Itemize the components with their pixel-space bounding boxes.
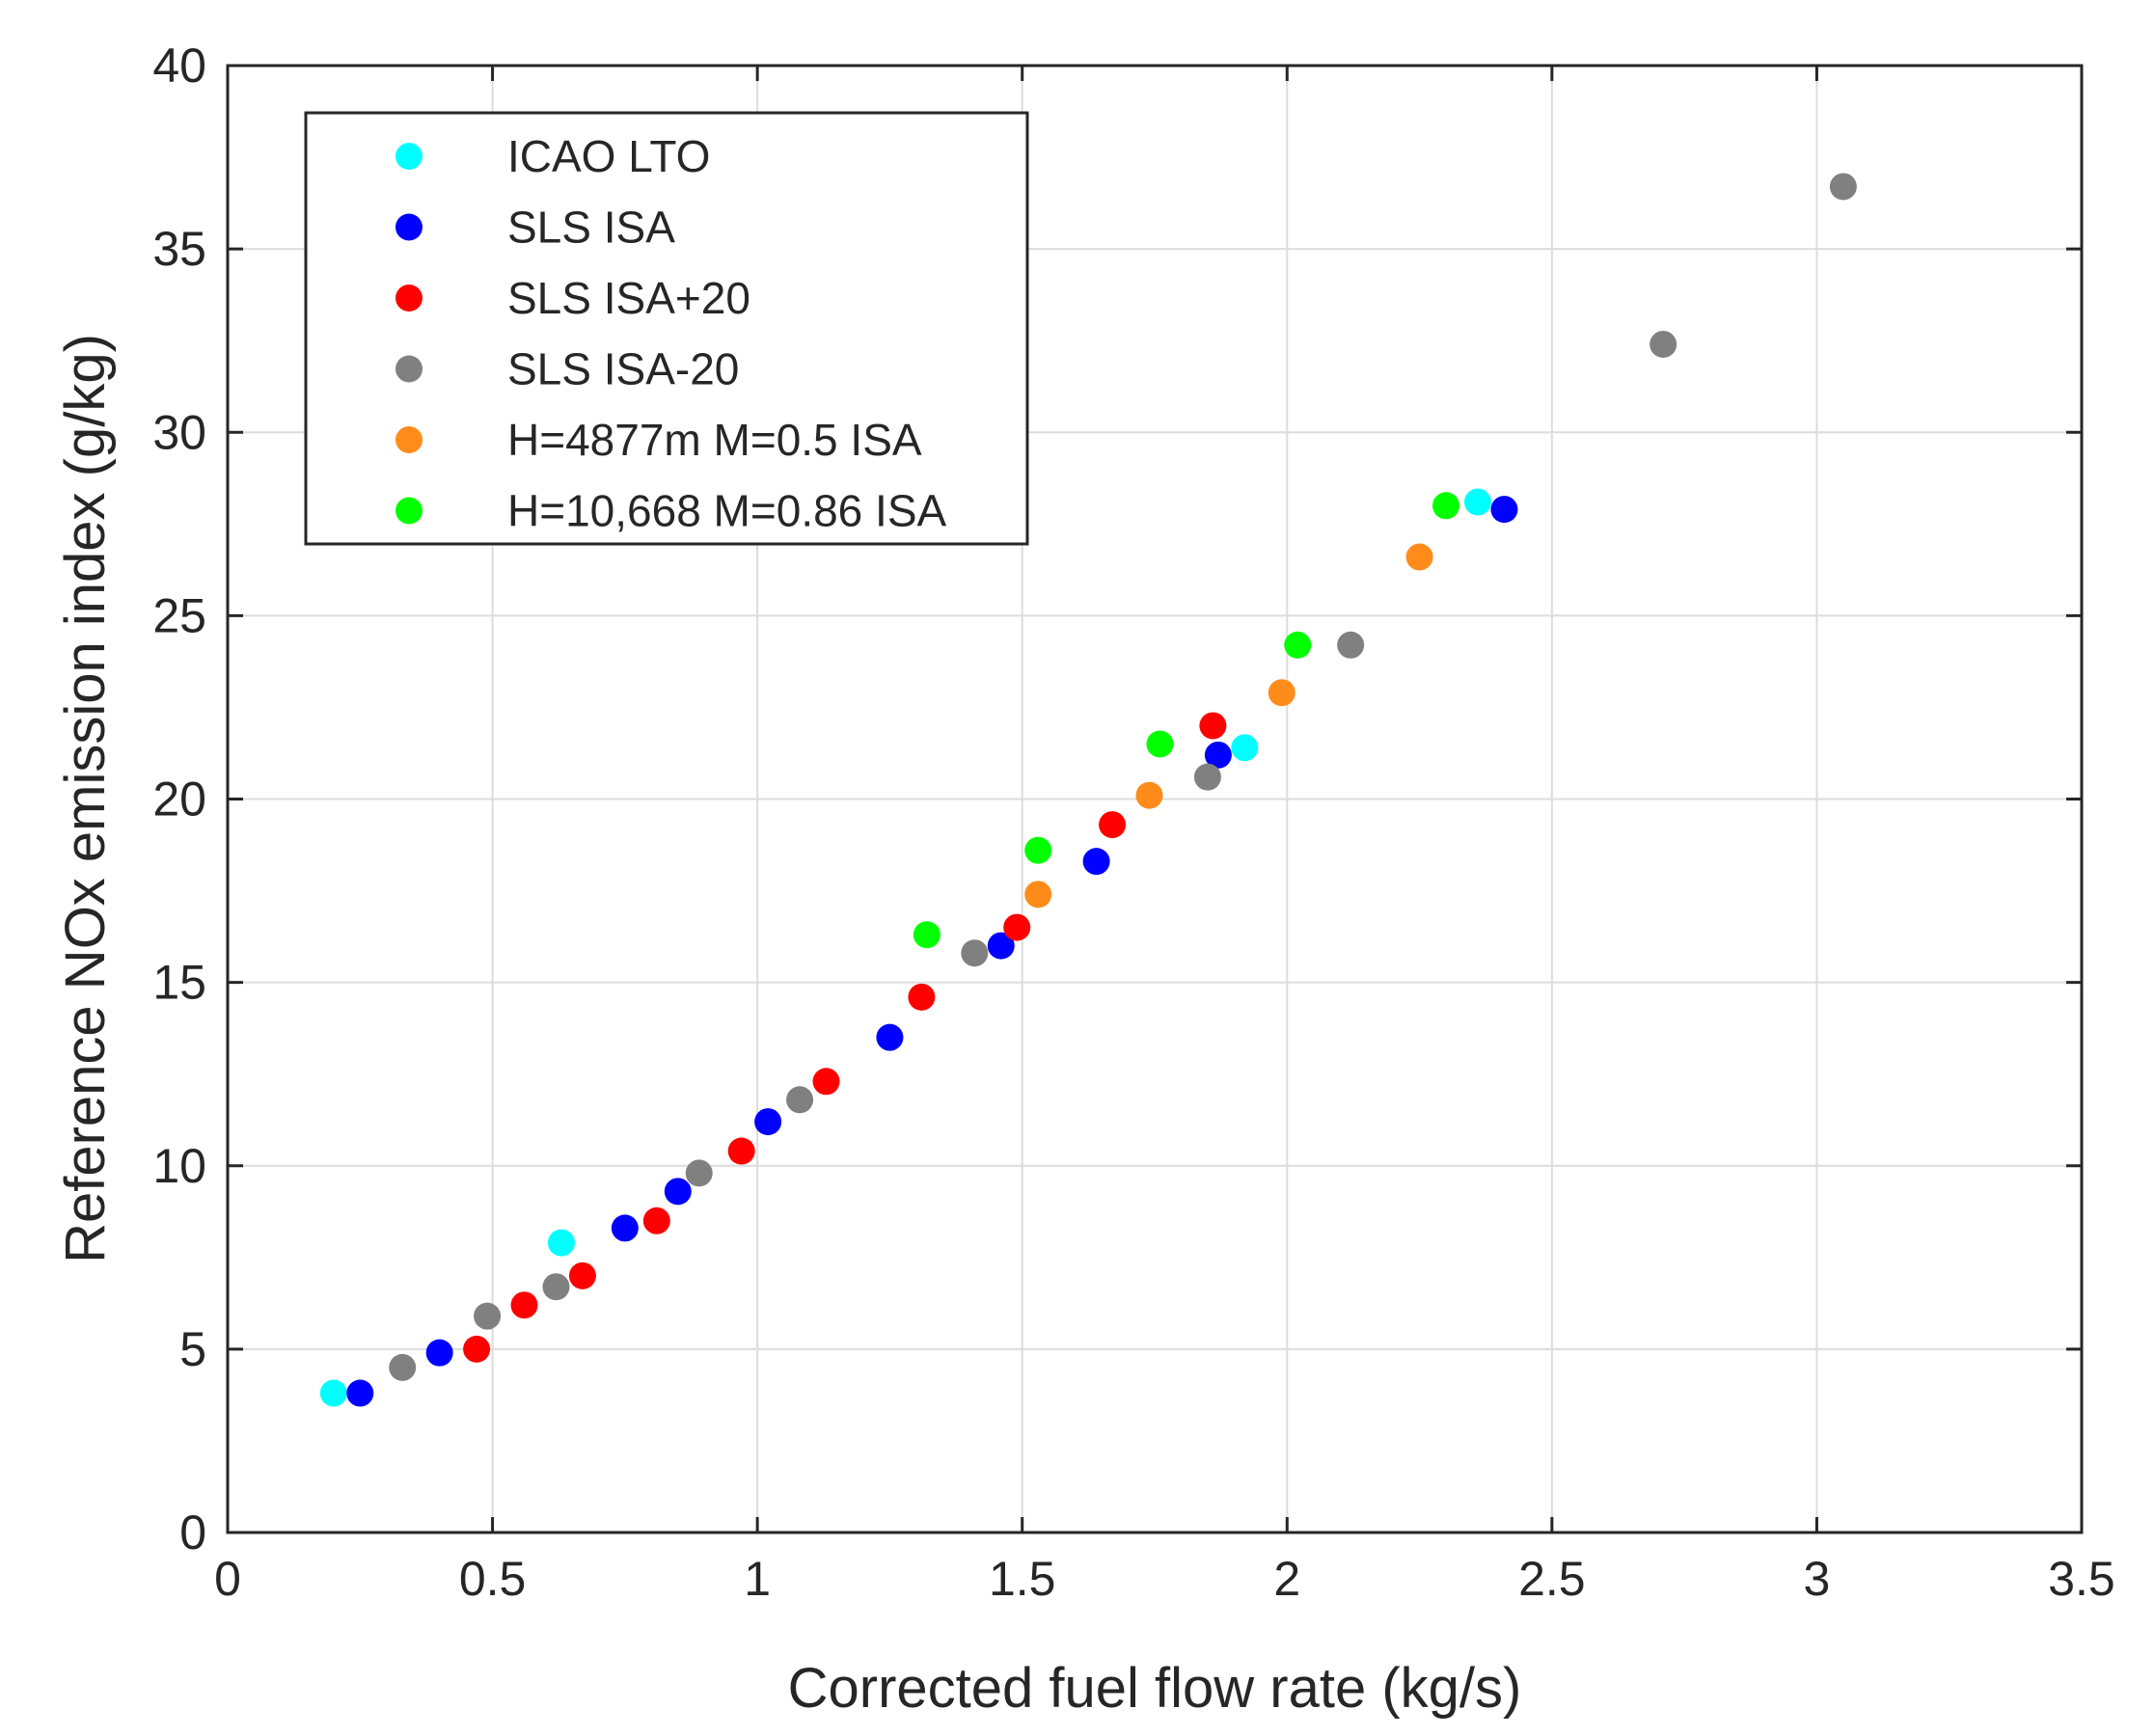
x-tick-label: 3 — [1804, 1552, 1831, 1606]
point-sls-isa — [876, 1023, 904, 1051]
point-sls-isa-20 — [1003, 913, 1031, 941]
point-h-4877m-m-0-5-isa — [1405, 543, 1433, 571]
point-sls-isa-20 — [474, 1302, 502, 1330]
point-h-10-668-m-0-86-isa — [1432, 492, 1460, 520]
point-h-10-668-m-0-86-isa — [913, 921, 941, 949]
point-sls-isa-20 — [961, 939, 989, 967]
legend-label: ICAO LTO — [507, 131, 710, 181]
y-tick-label: 35 — [152, 222, 206, 276]
point-sls-isa-20 — [389, 1353, 417, 1381]
x-tick-label: 0 — [214, 1552, 241, 1606]
point-sls-isa-20 — [568, 1261, 596, 1289]
point-h-10-668-m-0-86-isa — [1284, 631, 1312, 659]
legend-label: SLS ISA+20 — [507, 273, 750, 323]
legend-label: SLS ISA — [507, 203, 675, 253]
point-sls-isa-20 — [642, 1207, 670, 1234]
point-sls-isa-20 — [1193, 763, 1221, 791]
legend-marker — [395, 213, 423, 241]
x-tick-label: 3.5 — [2048, 1552, 2115, 1606]
point-h-10-668-m-0-86-isa — [1146, 730, 1174, 758]
legend-marker — [395, 497, 423, 525]
point-h-4877m-m-0-5-isa — [1135, 781, 1163, 809]
legend-marker — [395, 426, 423, 453]
y-tick-label: 40 — [152, 39, 206, 93]
legend: ICAO LTO SLS ISA SLS ISA+20 SLS ISA-20 H=487… — [304, 111, 1029, 546]
y-tick-label: 20 — [152, 773, 206, 827]
point-sls-isa-20 — [1829, 173, 1857, 201]
point-sls-isa-20 — [1199, 712, 1227, 740]
point-sls-isa — [754, 1108, 782, 1136]
point-sls-isa-20 — [685, 1159, 713, 1187]
point-sls-isa-20 — [786, 1086, 814, 1114]
point-icao-lto — [319, 1379, 347, 1407]
legend-marker — [395, 143, 423, 170]
point-sls-isa — [611, 1214, 639, 1242]
point-sls-isa — [1490, 496, 1518, 524]
point-h-10-668-m-0-86-isa — [1024, 836, 1052, 864]
y-axis-title: Reference NOx emission index (g/kg) — [54, 334, 117, 1263]
point-sls-isa-20 — [542, 1273, 570, 1301]
x-axis-title: Corrected fuel flow rate (kg/s) — [788, 1657, 1522, 1720]
y-tick-label: 15 — [152, 956, 206, 1010]
x-tick-label: 0.5 — [459, 1552, 527, 1606]
point-sls-isa — [1082, 848, 1110, 876]
point-icao-lto — [547, 1229, 575, 1257]
legend-label: SLS ISA-20 — [507, 344, 739, 394]
point-sls-isa-20 — [1337, 631, 1365, 659]
x-tick-label: 1 — [744, 1552, 771, 1606]
point-sls-isa-20 — [908, 983, 936, 1011]
x-tick-label: 2 — [1273, 1552, 1300, 1606]
point-sls-isa — [425, 1339, 453, 1367]
legend-marker — [395, 285, 423, 312]
y-tick-label: 30 — [152, 405, 206, 459]
point-sls-isa-20 — [812, 1068, 840, 1096]
data-points — [319, 173, 1857, 1407]
point-icao-lto — [1231, 734, 1259, 762]
y-tick-label: 10 — [152, 1139, 206, 1193]
legend-box — [304, 111, 1029, 546]
x-tick-label: 2.5 — [1518, 1552, 1586, 1606]
point-sls-isa — [1204, 741, 1232, 769]
point-sls-isa-20 — [463, 1335, 491, 1363]
point-sls-isa-20 — [727, 1137, 755, 1165]
point-h-4877m-m-0-5-isa — [1024, 881, 1052, 909]
axis-ticks: 0 0.5 1 1.5 2 2.5 3 3.5 0 5 10 15 20 25 30 35 40 — [152, 39, 2114, 1606]
point-h-4877m-m-0-5-isa — [1268, 679, 1295, 707]
point-sls-isa — [346, 1379, 374, 1407]
point-icao-lto — [1463, 488, 1491, 516]
point-sls-isa-20 — [510, 1291, 538, 1319]
y-tick-label: 5 — [179, 1322, 206, 1376]
x-tick-label: 1.5 — [989, 1552, 1056, 1606]
point-sls-isa-20 — [1650, 330, 1677, 358]
point-sls-isa — [664, 1178, 692, 1206]
legend-marker — [395, 355, 423, 383]
y-tick-label: 25 — [152, 588, 206, 642]
legend-entries: ICAO LTO SLS ISA SLS ISA+20 SLS ISA-20 H=487… — [395, 131, 947, 536]
point-sls-isa-20 — [1099, 811, 1127, 839]
y-tick-label: 0 — [179, 1505, 206, 1560]
legend-label: H=10,668 M=0.86 ISA — [507, 486, 947, 536]
legend-label: H=4877m M=0.5 ISA — [507, 415, 922, 465]
point-sls-isa — [987, 932, 1015, 960]
